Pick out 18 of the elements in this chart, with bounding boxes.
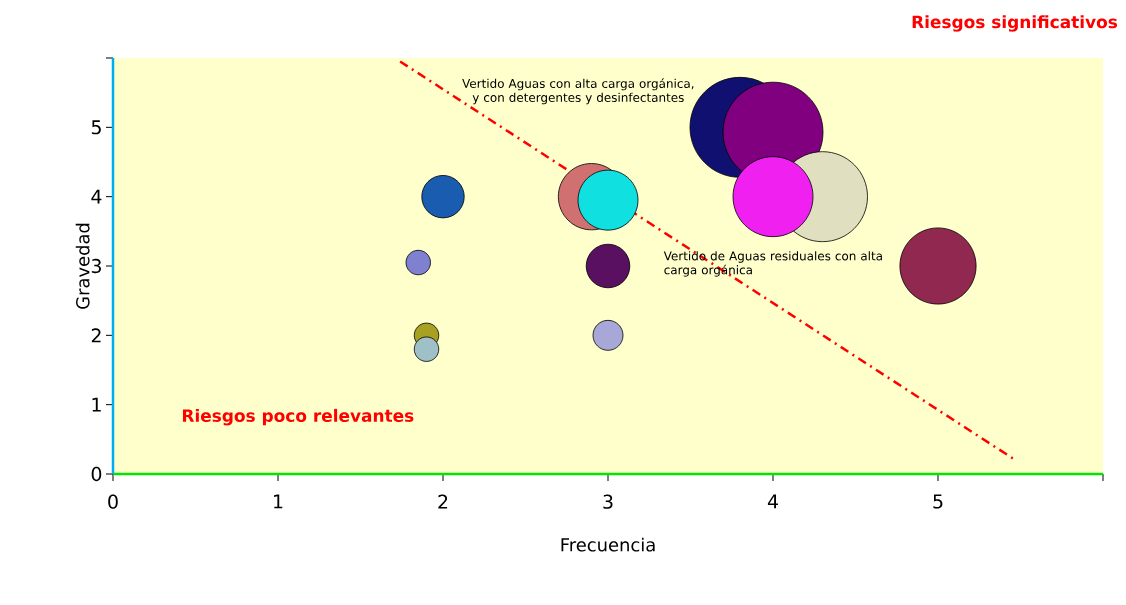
y-tick-label: 3 — [91, 258, 101, 274]
y-tick-label: 4 — [91, 189, 102, 204]
x-tick-label: 4 — [767, 494, 778, 509]
x-tick-label: 5 — [933, 494, 943, 509]
chart-title: Riesgos significativos — [912, 15, 1118, 32]
annotation: Riesgos poco relevantes — [182, 408, 414, 426]
x-tick-label: 0 — [108, 494, 118, 509]
annotation: Vertido Aguas con alta carga orgánica, y con detergentes y desinfectantes — [462, 78, 694, 105]
y-tick-label: 0 — [91, 466, 102, 482]
annotation: Vertido de Aguas residuales con alta carga orgánica — [663, 251, 882, 277]
y-tick-label: 1 — [92, 397, 101, 412]
x-tick-label: 1 — [274, 494, 283, 509]
x-tick-label: 3 — [603, 494, 613, 509]
x-tick-label: 2 — [438, 494, 448, 509]
x-axis-title: Frecuencia — [561, 537, 655, 552]
y-tick-label: 2 — [91, 328, 101, 343]
y-axis-title: Gravedad — [75, 223, 90, 309]
y-tick-label: 5 — [91, 120, 101, 135]
